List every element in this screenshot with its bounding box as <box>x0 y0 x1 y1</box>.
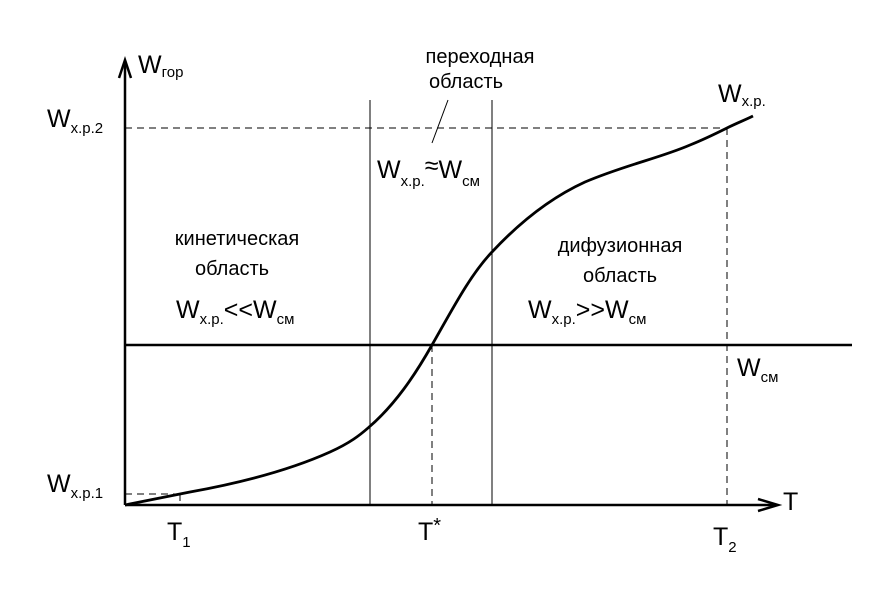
x-label: T <box>783 488 798 516</box>
y-mark: Wх.р.2 <box>47 105 103 137</box>
x-mark: T2 <box>713 523 737 556</box>
y-label: Wгор <box>138 51 183 81</box>
region-title: область <box>429 71 503 93</box>
region-title: переходная <box>426 46 535 68</box>
region-relation: Wх.р.>>Wсм <box>528 296 646 328</box>
x-mark: T1 <box>167 518 191 551</box>
region-title: дифузионная <box>558 235 683 257</box>
region-relation: Wх.р.≈Wсм <box>377 152 480 190</box>
y-mark: Wх.р.1 <box>47 470 103 502</box>
region-title: кинетическая <box>175 228 299 250</box>
x-arrow <box>757 497 783 513</box>
line-label: Wсм <box>737 354 778 386</box>
region-title: область <box>195 258 269 280</box>
region-relation: Wх.р.<<Wсм <box>176 296 294 328</box>
x-mark: T* <box>418 515 441 546</box>
region-title: область <box>583 265 657 287</box>
pointer <box>431 99 449 144</box>
rate-curve <box>124 114 754 507</box>
y-arrow <box>117 56 133 79</box>
curve-label: Wх.р. <box>718 80 766 110</box>
